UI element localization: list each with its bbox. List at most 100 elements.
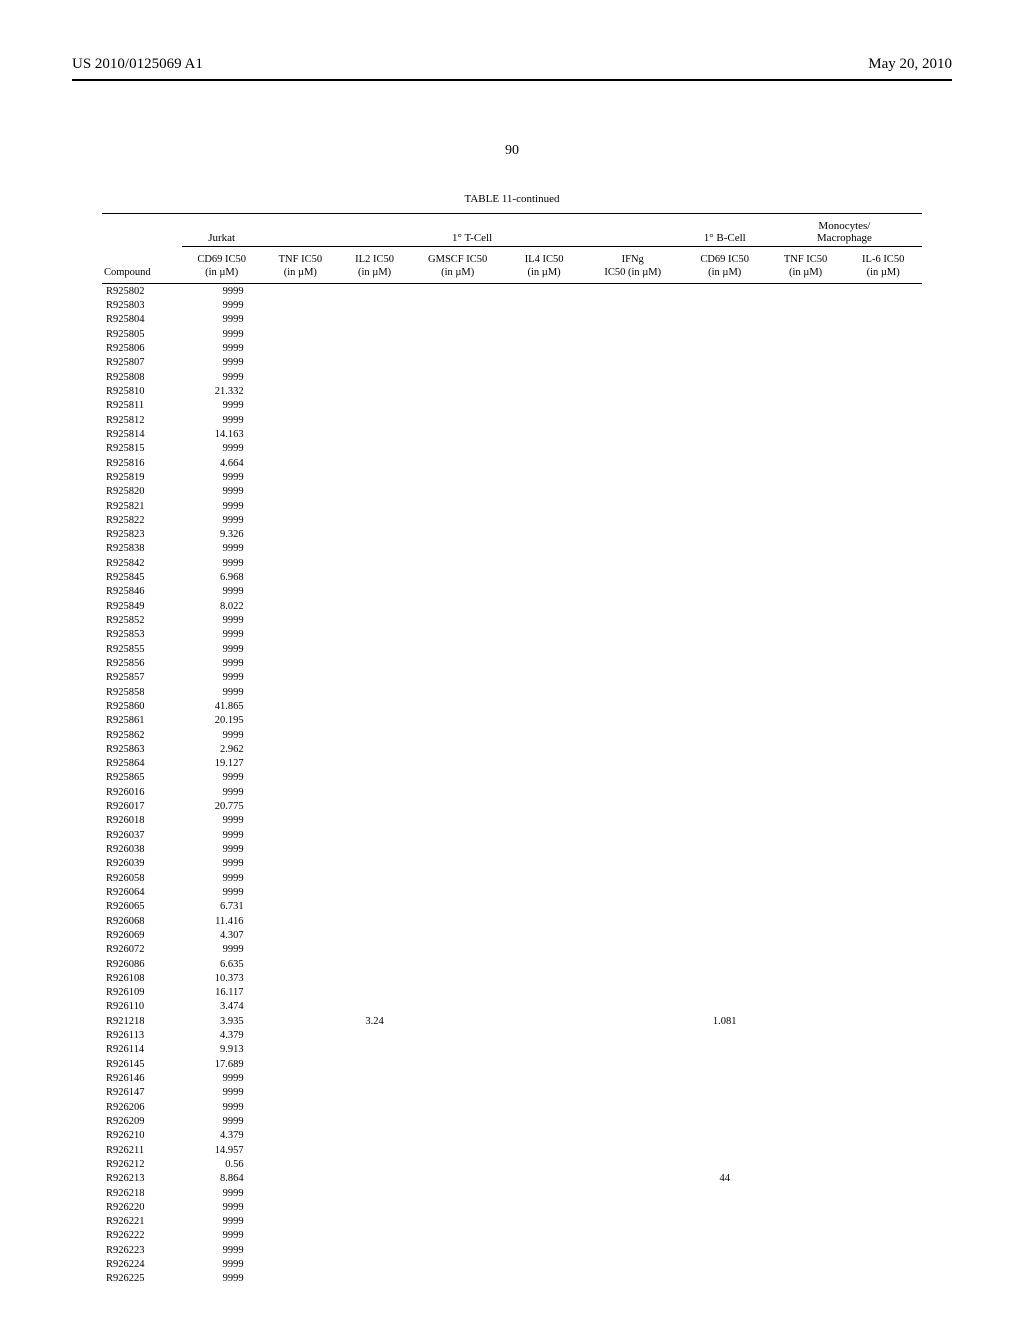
cell-gmscf [410,957,505,971]
table-row: R9258629999 [102,728,922,742]
cell-ifng [583,585,683,599]
cell-cd69b [683,356,767,370]
table-row: R9258469999 [102,585,922,599]
cell-il6 [844,1100,922,1114]
cell-il6 [844,485,922,499]
cell-gmscf [410,542,505,556]
cell-il4 [505,800,583,814]
cell-compound: R925807 [102,356,182,370]
cell-ifng [583,728,683,742]
cell-tnf [262,284,340,299]
cell-tnf2 [767,613,845,627]
cell-cd69b [683,313,767,327]
cell-il2 [339,613,410,627]
cell-tnf2 [767,456,845,470]
cell-cd69b [683,1057,767,1071]
cell-compound: R926114 [102,1043,182,1057]
col-cd69-bcell: CD69 IC50(in µM) [683,247,767,284]
cell-cd69b [683,1157,767,1171]
cell-tnf [262,871,340,885]
cell-compound: R926224 [102,1258,182,1272]
col-tnf-l2: (in µM) [284,267,317,278]
cell-tnf [262,313,340,327]
cell-il6 [844,342,922,356]
group-header-monocytes-l1: Monocytes/ [818,220,870,232]
cell-il2 [339,1229,410,1243]
cell-cd69-jurkat: 9999 [182,556,262,570]
cell-il2 [339,427,410,441]
cell-cd69-jurkat: 9999 [182,685,262,699]
cell-il4 [505,499,583,513]
cell-gmscf [410,456,505,470]
cell-cd69b [683,1114,767,1128]
cell-il6 [844,599,922,613]
cell-il2 [339,1272,410,1286]
cell-il6 [844,556,922,570]
cell-tnf2 [767,928,845,942]
cell-il6 [844,1086,922,1100]
cell-cd69-jurkat: 10.373 [182,971,262,985]
table-row: R9258539999 [102,628,922,642]
cell-il6 [844,299,922,313]
cell-il2 [339,857,410,871]
cell-il6 [844,370,922,384]
cell-cd69-jurkat: 9999 [182,356,262,370]
cell-gmscf [410,299,505,313]
group-header-jurkat: Jurkat [182,214,262,247]
cell-tnf [262,1143,340,1157]
cell-il6 [844,399,922,413]
cell-compound: R925838 [102,542,182,556]
cell-gmscf [410,1143,505,1157]
cell-tnf [262,384,340,398]
cell-il6 [844,871,922,885]
cell-gmscf [410,1243,505,1257]
col-cd69-jurkat-l1: CD69 IC50 [197,254,246,265]
cell-cd69-jurkat: 9999 [182,1215,262,1229]
cell-il2 [339,1114,410,1128]
cell-cd69b [683,571,767,585]
cell-il6 [844,528,922,542]
table-row: R9262189999 [102,1186,922,1200]
cell-il2 [339,1243,410,1257]
cell-tnf [262,571,340,585]
cell-il6 [844,327,922,341]
cell-cd69-jurkat: 9999 [182,785,262,799]
cell-gmscf [410,800,505,814]
cell-tnf [262,599,340,613]
cell-il2 [339,384,410,398]
cell-tnf2 [767,370,845,384]
cell-cd69-jurkat: 9999 [182,1258,262,1272]
cell-compound: R926218 [102,1186,182,1200]
cell-compound: R926220 [102,1200,182,1214]
cell-il4 [505,1272,583,1286]
table-row: R9260656.731 [102,900,922,914]
table-row: R9258229999 [102,513,922,527]
cell-compound: R926069 [102,928,182,942]
cell-compound: R925857 [102,671,182,685]
cell-il2 [339,842,410,856]
cell-il4 [505,814,583,828]
cell-il2 [339,370,410,384]
cell-il4 [505,284,583,299]
cell-cd69b [683,885,767,899]
cell-cd69-jurkat: 9999 [182,814,262,828]
cell-gmscf [410,1014,505,1028]
cell-il6 [844,828,922,842]
table-row: R9258039999 [102,299,922,313]
cell-ifng [583,542,683,556]
cell-tnf [262,542,340,556]
table-row: R9258119999 [102,399,922,413]
table-row: R9258498.022 [102,599,922,613]
cell-il2 [339,871,410,885]
cell-cd69b [683,1086,767,1100]
cell-tnf [262,1071,340,1085]
cell-compound: R925804 [102,313,182,327]
table-row: R9260729999 [102,943,922,957]
cell-cd69-jurkat: 6.635 [182,957,262,971]
cell-il4 [505,1043,583,1057]
cell-compound: R926223 [102,1243,182,1257]
cell-cd69-jurkat: 9999 [182,284,262,299]
cell-ifng [583,1143,683,1157]
cell-compound: R925863 [102,742,182,756]
cell-cd69-jurkat: 9999 [182,499,262,513]
